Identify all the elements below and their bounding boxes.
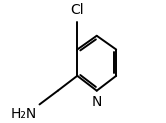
Text: N: N — [91, 95, 102, 109]
Text: H₂N: H₂N — [11, 107, 37, 121]
Text: Cl: Cl — [70, 3, 84, 17]
